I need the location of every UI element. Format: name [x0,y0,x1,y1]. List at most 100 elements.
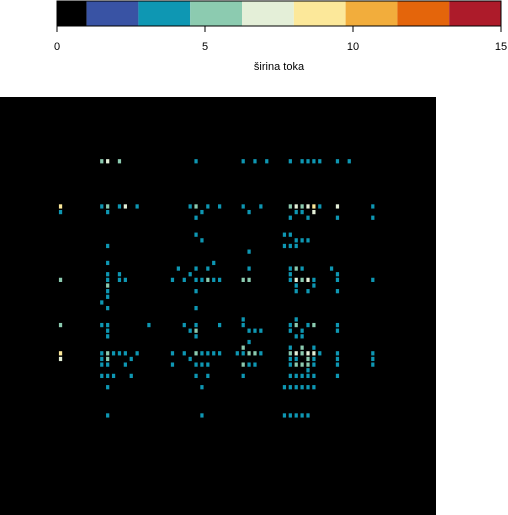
colorbar-bin-2 [138,1,191,26]
heatmap-cell [106,413,110,418]
heatmap-cell [288,232,292,237]
heatmap-cell [247,266,251,271]
colorbar-axis-title: širina toka [254,61,305,73]
heatmap-cell [288,243,292,249]
heatmap-cell [247,209,251,215]
heatmap-cell [335,277,340,282]
heatmap-cell [312,345,316,350]
heatmap-cell [194,277,198,282]
heatmap-cell [294,373,298,379]
heatmap-cell [194,215,198,220]
heatmap-cell [200,385,204,390]
heatmap-cell [147,322,151,328]
heatmap-cell [194,232,198,237]
heatmap-cell [117,204,122,209]
heatmap-cell [306,277,310,282]
heatmap-cell [306,385,310,390]
colorbar-tick-label: 5 [202,41,208,53]
heatmap-cell [212,351,216,356]
heatmap-cell [106,351,110,356]
heatmap-cell [294,385,298,390]
heatmap-cell [371,362,375,367]
heatmap-cell [241,351,245,356]
heatmap-cell [300,373,304,379]
heatmap-cell [300,334,304,339]
heatmap-cell [106,209,110,215]
heatmap-cell [188,272,192,277]
heatmap-cell [106,277,110,282]
heatmap-cell [335,272,340,277]
heatmap-cell [170,351,175,356]
heatmap-cell [253,328,257,333]
heatmap-cell [106,289,110,294]
heatmap-cell [194,351,198,356]
heatmap-cell [306,362,310,367]
heatmap-cell [329,266,334,271]
heatmap-cell [306,322,310,328]
heatmap-cell [306,215,310,220]
heatmap-cell [194,373,198,379]
heatmap-cell [117,159,122,164]
heatmap-cell [312,204,316,209]
heatmap-cell [170,277,175,282]
heatmap-cell [106,362,110,367]
heatmap-cell [106,294,110,299]
heatmap-cell [58,351,63,356]
heatmap-cell [253,159,257,164]
heatmap-cell [194,328,198,333]
heatmap-cell [58,277,63,282]
heatmap-cell [312,159,316,164]
colorbar-bin-6 [345,1,398,26]
heatmap-plot [0,97,436,515]
colorbar-bin-4 [242,1,294,26]
heatmap-cell [306,159,310,164]
heatmap-cell [106,260,110,266]
heatmap-cell [282,413,287,418]
heatmap-cell [294,204,298,209]
heatmap-cell [371,215,375,220]
heatmap-cell [294,413,298,418]
heatmap-cell [300,266,304,271]
heatmap-cell [100,356,104,362]
heatmap-cell [259,204,263,209]
colorbar-tick-label: 15 [495,41,507,53]
heatmap-cell [259,351,263,356]
heatmap-cell [106,328,110,333]
heatmap-cell [247,249,251,254]
heatmap-cell [106,385,110,390]
heatmap-cell [135,204,139,209]
heatmap-cell [294,356,298,362]
heatmap-cell [111,351,116,356]
heatmap-cell [300,277,304,282]
heatmap-cell [123,351,127,356]
heatmap-cell [135,351,139,356]
heatmap-cell [288,362,292,367]
heatmap-cell [312,209,316,215]
heatmap-cell [200,209,204,215]
colorbar-legend: 0 5 10 15 širina toka [54,0,507,73]
heatmap-cell [194,266,198,271]
heatmap-cell [106,283,110,288]
heatmap-cell [106,204,110,209]
heatmap-cell [117,272,122,277]
heatmap-cell [335,322,340,328]
heatmap-cell [106,334,110,339]
heatmap-cell [218,204,222,209]
heatmap-cell [312,356,316,362]
heatmap-cell [300,345,304,350]
heatmap-cell [335,289,340,294]
heatmap-cell [188,204,192,209]
heatmap-cell [241,362,245,367]
heatmap-cell [306,204,310,209]
heatmap-cell [300,204,304,209]
heatmap-cell [212,277,216,282]
heatmap-cell [111,373,116,379]
heatmap-cell [176,266,180,271]
heatmap-cell [294,362,298,367]
heatmap-cell [318,159,322,164]
heatmap-cell [247,339,251,345]
heatmap-cell [294,283,298,288]
heatmap-cell [100,362,104,367]
heatmap-cell [188,356,192,362]
